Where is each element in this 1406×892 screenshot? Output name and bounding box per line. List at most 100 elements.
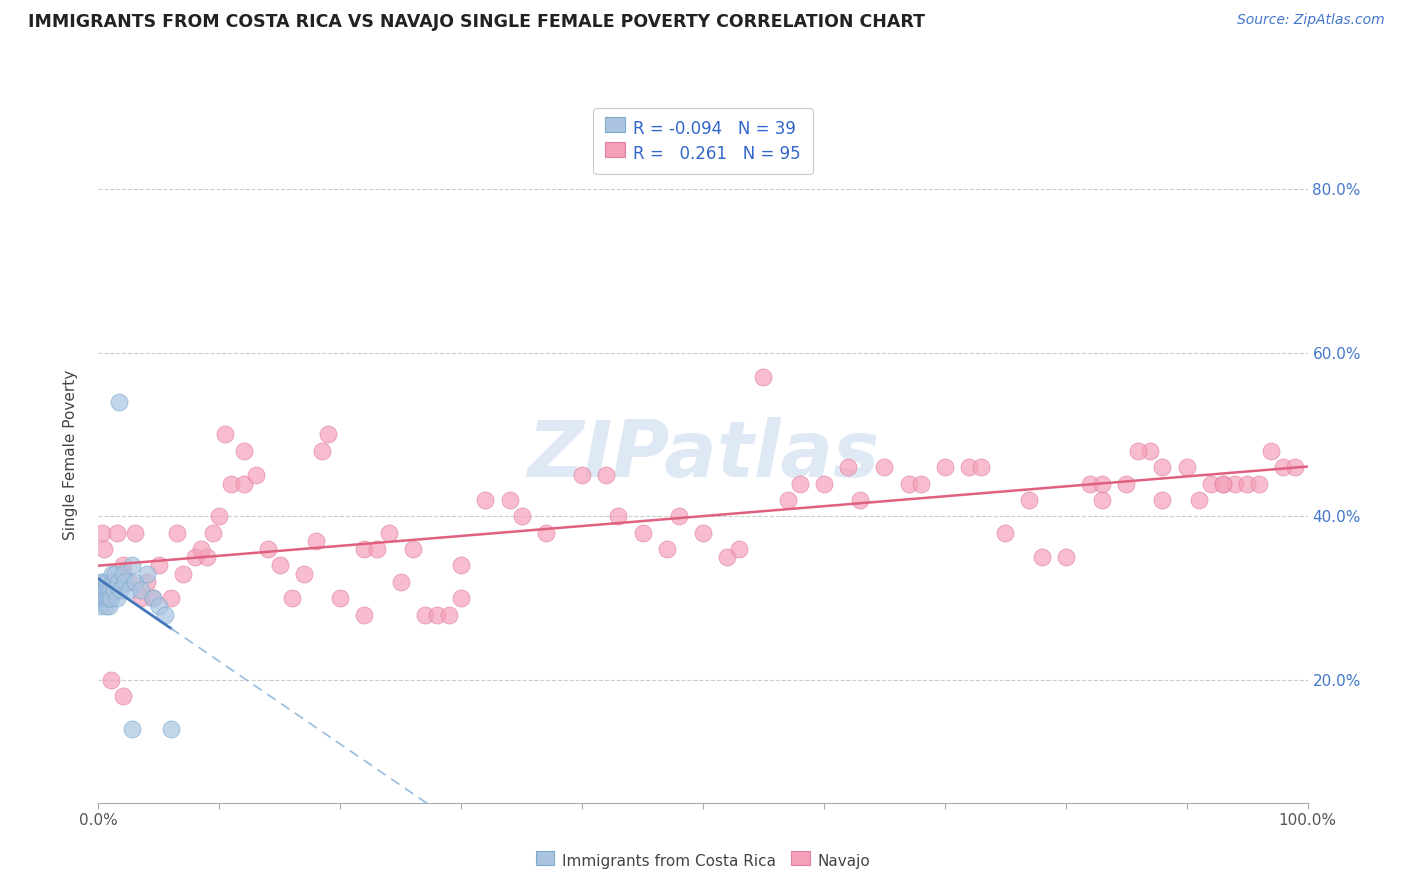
Point — [96, 574, 118, 589]
Point — [100, 673, 122, 687]
Point — [91, 582, 114, 597]
Point — [111, 558, 134, 573]
Point — [118, 574, 141, 589]
Point — [353, 607, 375, 622]
Point — [148, 558, 170, 573]
Point — [202, 525, 225, 540]
Point — [190, 542, 212, 557]
Point — [1199, 476, 1222, 491]
Point — [752, 370, 775, 384]
Point — [114, 574, 136, 589]
Point — [849, 492, 872, 507]
Point — [353, 542, 375, 557]
Point — [101, 574, 124, 589]
Point — [1078, 476, 1101, 491]
Point — [97, 599, 120, 614]
Point — [595, 468, 617, 483]
Point — [1260, 443, 1282, 458]
Point — [104, 566, 127, 581]
Point — [1188, 492, 1211, 507]
Point — [366, 542, 388, 557]
Point — [103, 582, 125, 597]
Text: Source: ZipAtlas.com: Source: ZipAtlas.com — [1237, 13, 1385, 28]
Point — [776, 492, 799, 507]
Point — [94, 599, 117, 614]
Point — [1284, 460, 1306, 475]
Point — [111, 566, 134, 581]
Point — [124, 525, 146, 540]
Point — [377, 525, 399, 540]
Point — [1115, 476, 1137, 491]
Point — [153, 607, 176, 622]
Point — [166, 525, 188, 540]
Point — [221, 476, 243, 491]
Point — [160, 591, 183, 606]
Point — [89, 591, 111, 606]
Point — [389, 574, 412, 589]
Point — [160, 722, 183, 736]
Point — [450, 591, 472, 606]
Point — [1152, 460, 1174, 475]
Point — [1212, 476, 1234, 491]
Point — [934, 460, 956, 475]
Point — [107, 574, 129, 589]
Point — [111, 690, 134, 704]
Point — [121, 558, 143, 573]
Point — [692, 525, 714, 540]
Point — [101, 574, 124, 589]
Point — [97, 582, 120, 597]
Point — [631, 525, 654, 540]
Point — [195, 550, 218, 565]
Point — [91, 525, 114, 540]
Point — [413, 607, 436, 622]
Point — [311, 443, 333, 458]
Point — [957, 460, 980, 475]
Point — [129, 582, 152, 597]
Point — [1223, 476, 1246, 491]
Point — [96, 591, 118, 606]
Point — [498, 492, 520, 507]
Point — [90, 574, 112, 589]
Y-axis label: Single Female Poverty: Single Female Poverty — [63, 370, 77, 540]
Point — [510, 509, 533, 524]
Point — [108, 574, 131, 589]
Point — [118, 582, 141, 597]
Point — [142, 591, 165, 606]
Point — [970, 460, 993, 475]
Point — [91, 591, 114, 606]
Point — [655, 542, 678, 557]
Text: IMMIGRANTS FROM COSTA RICA VS NAVAJO SINGLE FEMALE POVERTY CORRELATION CHART: IMMIGRANTS FROM COSTA RICA VS NAVAJO SIN… — [28, 13, 925, 31]
Point — [232, 476, 254, 491]
Point — [97, 591, 120, 606]
Point — [245, 468, 267, 483]
Point — [402, 542, 425, 557]
Point — [93, 582, 115, 597]
Point — [1236, 476, 1258, 491]
Legend: Immigrants from Costa Rica, Navajo: Immigrants from Costa Rica, Navajo — [530, 848, 876, 875]
Point — [129, 591, 152, 606]
Point — [281, 591, 304, 606]
Point — [728, 542, 751, 557]
Point — [269, 558, 291, 573]
Point — [1249, 476, 1271, 491]
Point — [100, 591, 122, 606]
Point — [837, 460, 859, 475]
Point — [89, 582, 111, 597]
Point — [214, 427, 236, 442]
Point — [1175, 460, 1198, 475]
Point — [93, 591, 115, 606]
Text: ZIPatlas: ZIPatlas — [527, 417, 879, 493]
Point — [292, 566, 315, 581]
Point — [94, 591, 117, 606]
Point — [184, 550, 207, 565]
Point — [607, 509, 630, 524]
Point — [256, 542, 278, 557]
Point — [437, 607, 460, 622]
Point — [426, 607, 449, 622]
Point — [96, 582, 118, 597]
Point — [105, 591, 128, 606]
Point — [172, 566, 194, 581]
Point — [98, 582, 121, 597]
Point — [108, 582, 131, 597]
Point — [93, 542, 115, 557]
